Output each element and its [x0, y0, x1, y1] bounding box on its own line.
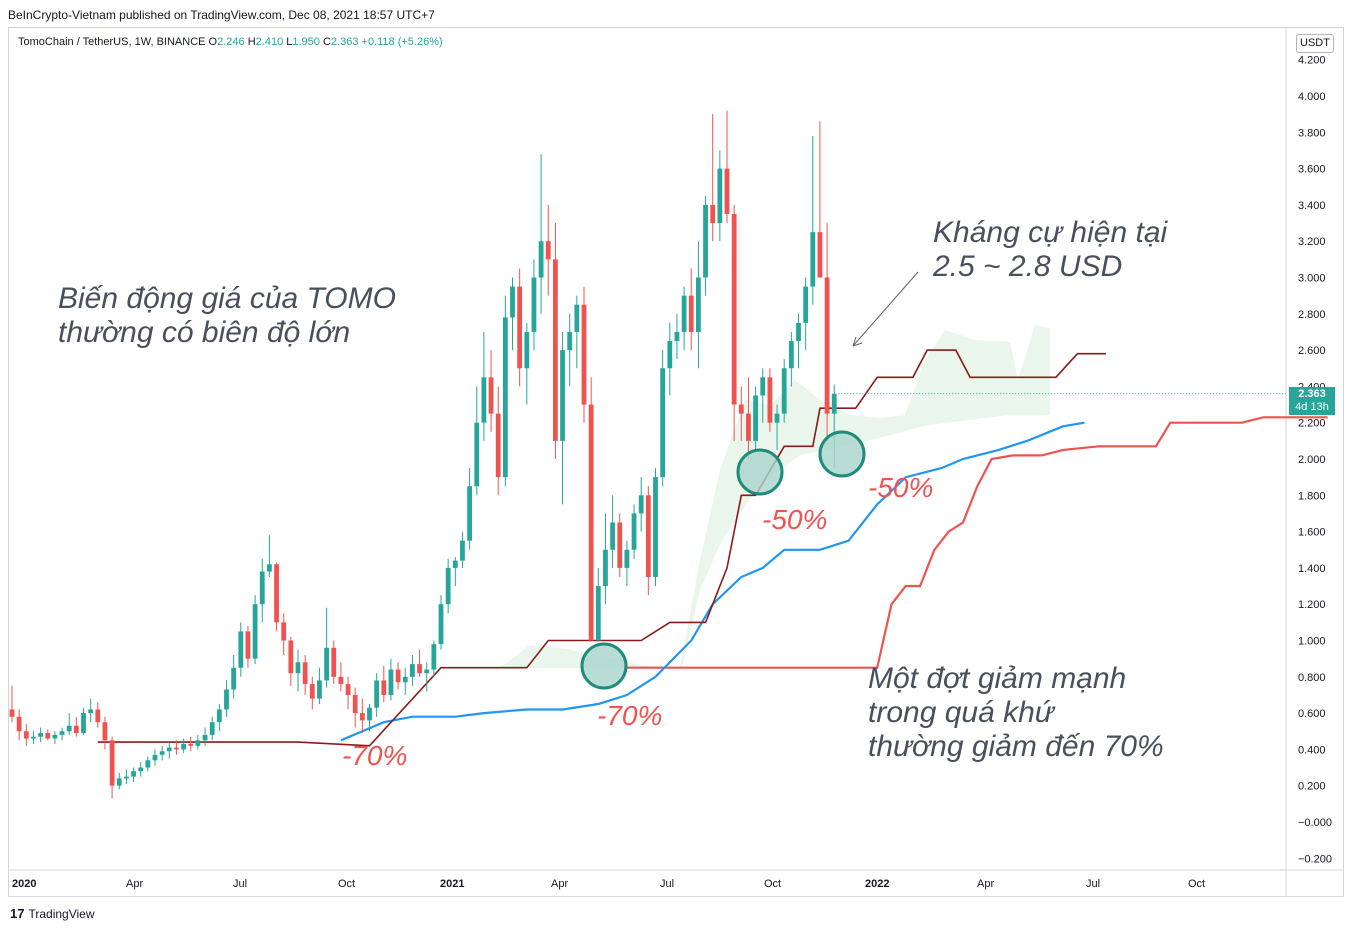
symbol-name: TomoChain / TetherUS, 1W, BINANCE [18, 36, 206, 48]
resistance-note-line-2: 2.5 ~ 2.8 USD [933, 250, 1123, 283]
drop-history-note-line-2: trong quá khứ [868, 696, 1054, 729]
drop-label-2021-may: -70% [597, 700, 663, 731]
high-label: H [247, 36, 256, 48]
currency-button[interactable]: USDT [1296, 34, 1334, 53]
symbol-legend: TomoChain / TetherUS, 1W, BINANCE O2.246… [18, 36, 443, 48]
volatility-note-line-2: thường có biên độ lớn [58, 316, 351, 349]
drop-label-2020: -70% [342, 740, 408, 771]
volatility-note-line-1: Biến động giá của TOMO [58, 282, 396, 315]
high-value: 2.410 [255, 36, 284, 48]
last-price-tag: 2.363 4d 13h [1289, 387, 1335, 415]
volatility-note: Biến động giá của TOMO thường có biên độ… [58, 282, 396, 350]
low-value: 1.950 [292, 36, 320, 48]
open-label: O [208, 36, 218, 48]
chart-frame [8, 27, 1344, 897]
tradingview-logo-icon: 17 [10, 906, 25, 921]
drop-history-note: Một đợt giảm mạnh trong quá khứ thường g… [868, 662, 1164, 764]
resistance-note: Kháng cự hiện tại 2.5 ~ 2.8 USD [933, 216, 1167, 284]
footer: 17 TradingView [10, 906, 95, 921]
change-value: +0.118 (+5.26%) [361, 36, 443, 48]
publisher-line: BeInCrypto-Vietnam published on TradingV… [8, 8, 435, 22]
last-price-value: 2.363 [1298, 388, 1326, 400]
open-value: 2.246 [217, 36, 245, 48]
drop-history-note-line-3: thường giảm đến 70% [868, 730, 1164, 763]
drop-history-note-line-1: Một đợt giảm mạnh [868, 662, 1127, 695]
footer-brand[interactable]: TradingView [28, 906, 95, 921]
drop-label-2021-dec: -50% [868, 472, 934, 503]
close-value: 2.363 [330, 36, 359, 48]
resistance-note-line-1: Kháng cự hiện tại [933, 216, 1168, 249]
low-label: L [286, 36, 293, 48]
countdown-value: 4d 13h [1295, 401, 1329, 413]
close-label: C [322, 36, 331, 48]
drop-label-2021-sep: -50% [762, 504, 828, 535]
